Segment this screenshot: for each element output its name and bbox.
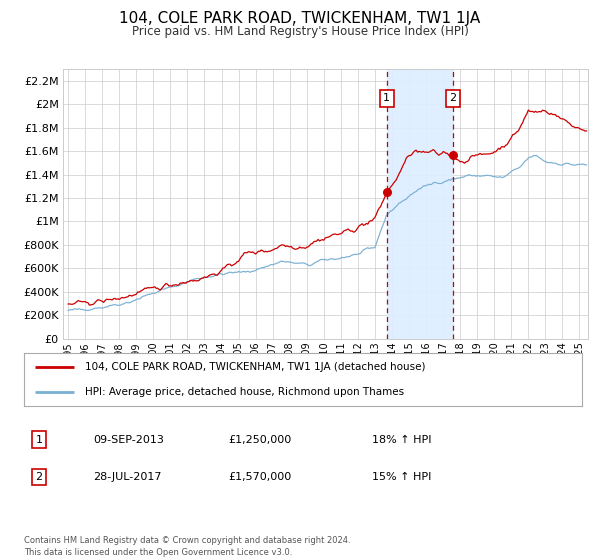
Text: 2: 2 xyxy=(449,93,457,103)
Text: Price paid vs. HM Land Registry's House Price Index (HPI): Price paid vs. HM Land Registry's House … xyxy=(131,25,469,38)
Bar xyxy=(386,69,453,339)
Text: 18% ↑ HPI: 18% ↑ HPI xyxy=(372,435,431,445)
Point xyxy=(382,188,391,197)
Text: £1,570,000: £1,570,000 xyxy=(228,472,291,482)
Text: 15% ↑ HPI: 15% ↑ HPI xyxy=(372,472,431,482)
Text: 104, COLE PARK ROAD, TWICKENHAM, TW1 1JA: 104, COLE PARK ROAD, TWICKENHAM, TW1 1JA xyxy=(119,11,481,26)
Text: 1: 1 xyxy=(383,93,390,103)
Text: Contains HM Land Registry data © Crown copyright and database right 2024.
This d: Contains HM Land Registry data © Crown c… xyxy=(24,536,350,557)
Text: HPI: Average price, detached house, Richmond upon Thames: HPI: Average price, detached house, Rich… xyxy=(85,386,404,396)
Text: 104, COLE PARK ROAD, TWICKENHAM, TW1 1JA (detached house): 104, COLE PARK ROAD, TWICKENHAM, TW1 1JA… xyxy=(85,362,426,372)
Text: 28-JUL-2017: 28-JUL-2017 xyxy=(93,472,161,482)
Text: £1,250,000: £1,250,000 xyxy=(228,435,291,445)
Point xyxy=(448,150,458,159)
Text: 09-SEP-2013: 09-SEP-2013 xyxy=(93,435,164,445)
Text: 2: 2 xyxy=(35,472,43,482)
Text: 1: 1 xyxy=(35,435,43,445)
